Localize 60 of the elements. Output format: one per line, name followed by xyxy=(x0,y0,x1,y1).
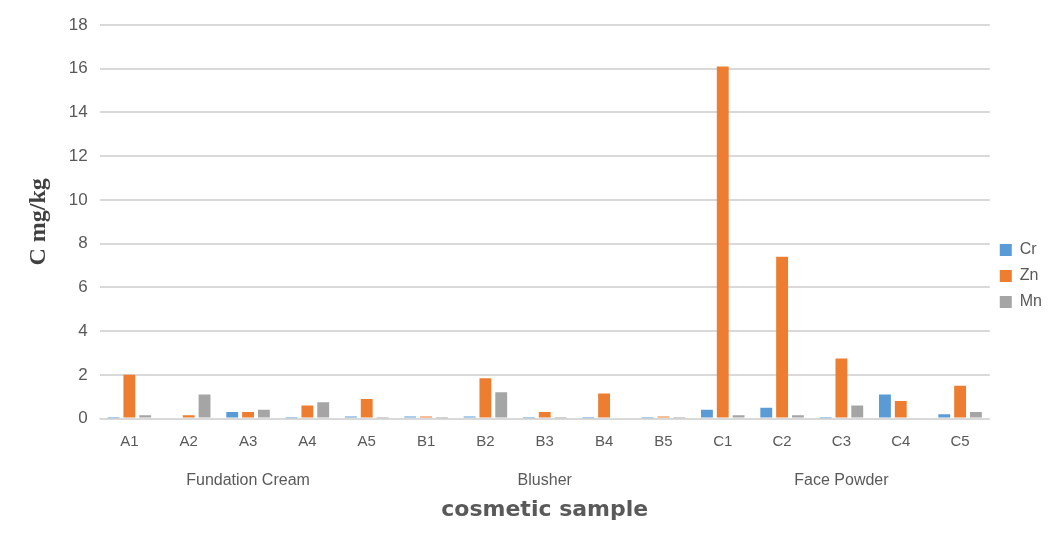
bar xyxy=(791,415,804,418)
bar xyxy=(954,385,967,418)
bar xyxy=(969,412,982,418)
bar xyxy=(479,378,492,418)
y-tick-label: 8 xyxy=(78,233,88,253)
bar xyxy=(226,412,239,418)
x-tick-label: B3 xyxy=(535,431,554,449)
bar xyxy=(716,66,729,418)
x-tick-label: A2 xyxy=(179,431,198,449)
y-axis-title: C mg/kg xyxy=(23,178,50,266)
legend-label: Mn xyxy=(1019,292,1043,310)
y-tick-label: 14 xyxy=(68,102,88,122)
y-tick-label: 10 xyxy=(68,189,88,209)
y-tick-label: 0 xyxy=(78,408,88,428)
y-tick-label: 16 xyxy=(68,58,88,78)
x-tick-label: C2 xyxy=(772,431,792,449)
bar xyxy=(760,407,773,418)
legend-label: Zn xyxy=(1019,266,1039,284)
bar xyxy=(123,374,136,418)
bar xyxy=(538,412,551,418)
y-tick-label: 12 xyxy=(68,145,88,165)
bar xyxy=(301,405,314,418)
bar xyxy=(701,409,713,418)
bar xyxy=(317,402,330,418)
bar xyxy=(851,405,864,418)
legend-label: Cr xyxy=(1019,240,1038,258)
bar xyxy=(495,392,508,418)
text: Blusher xyxy=(517,471,573,489)
text: Fundation Cream xyxy=(186,471,310,489)
x-tick-label: B2 xyxy=(476,431,495,449)
bar xyxy=(598,393,611,418)
x-tick-label: A4 xyxy=(298,431,317,449)
bar xyxy=(938,414,951,418)
bar xyxy=(732,415,745,418)
bar xyxy=(182,415,195,418)
y-tick-label: 6 xyxy=(78,277,88,297)
bar xyxy=(198,394,211,418)
bar xyxy=(139,415,152,418)
y-tick-label: 4 xyxy=(78,320,88,340)
bar xyxy=(835,358,848,418)
y-tick-label: 18 xyxy=(68,14,88,34)
x-tick-label: A1 xyxy=(120,431,139,449)
x-tick-label: C3 xyxy=(831,431,852,449)
x-tick-label: A3 xyxy=(238,431,258,449)
y-tick-label: 2 xyxy=(78,364,88,384)
x-tick-label: B1 xyxy=(416,431,436,449)
x-tick-label: C1 xyxy=(713,431,733,449)
x-tick-label: C4 xyxy=(891,431,911,449)
x-tick-label: B5 xyxy=(654,431,673,449)
x-axis-title: cosmetic sample xyxy=(441,495,649,521)
bar xyxy=(360,398,373,418)
bar xyxy=(242,412,254,418)
bar xyxy=(894,401,907,418)
bar xyxy=(879,394,891,418)
bar xyxy=(257,409,270,418)
x-tick-label: C5 xyxy=(950,431,970,449)
x-tick-label: B4 xyxy=(594,431,614,449)
x-tick-label: A5 xyxy=(357,431,376,449)
text: Face Powder xyxy=(794,471,890,489)
bar xyxy=(776,256,789,418)
